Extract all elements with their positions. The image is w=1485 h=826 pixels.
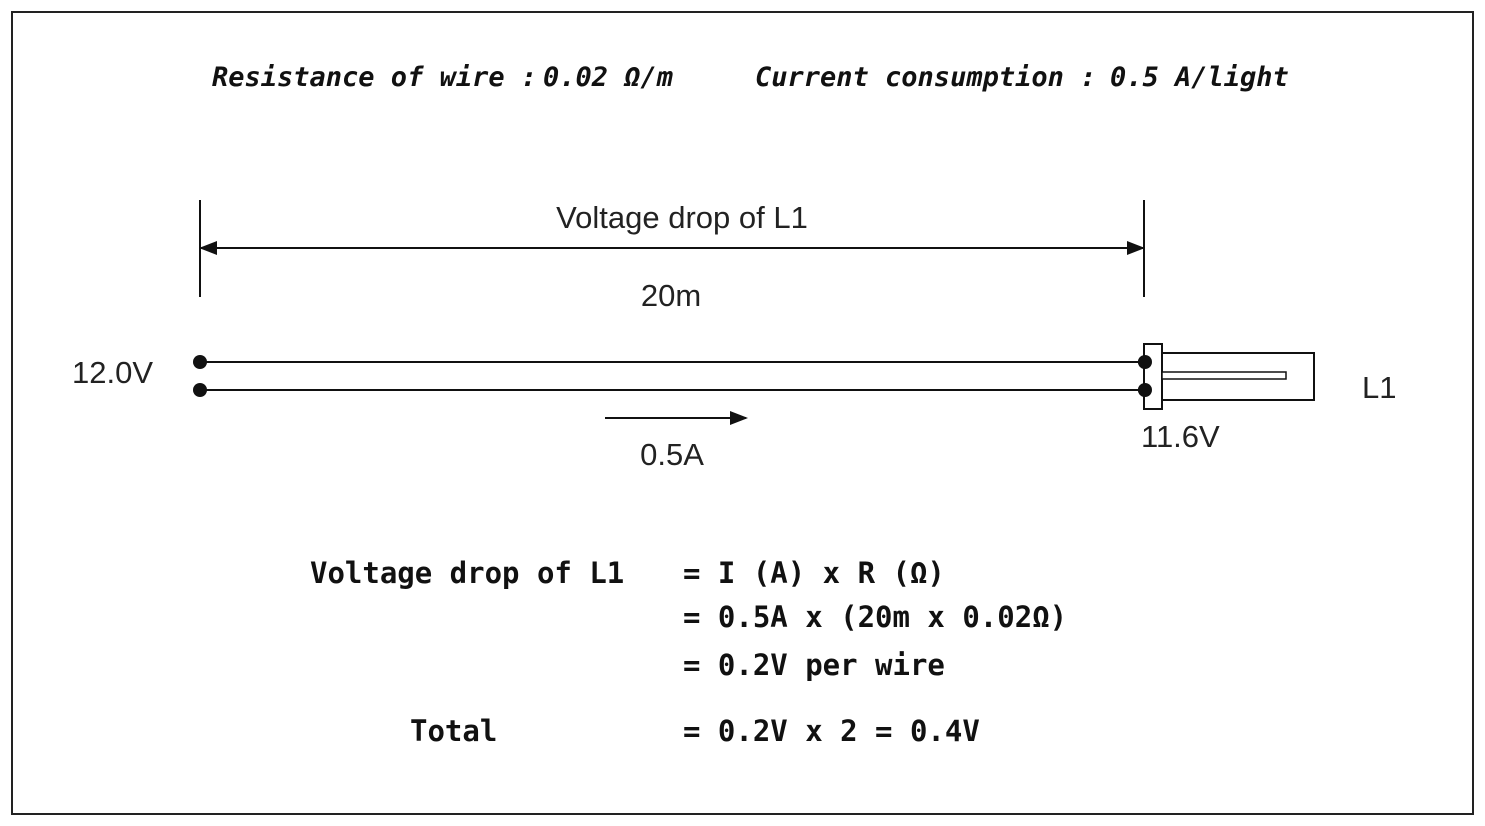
lamp-pin-top <box>1138 355 1152 369</box>
dimension-title: Voltage drop of L1 <box>556 200 808 235</box>
load-voltage-label: 11.6V <box>1141 419 1220 454</box>
calc-line-3: = 0.2V per wire <box>683 648 945 682</box>
calc-line-2: = 0.5A x (20m x 0.02Ω) <box>683 600 1067 634</box>
lamp-filament <box>1161 371 1287 380</box>
current-label: Current consumption : <box>755 62 1096 93</box>
resistance-value: 0.02 Ω/m <box>543 62 673 93</box>
load-label: L1 <box>1362 370 1396 405</box>
current-value: 0.5 A/light <box>1110 62 1289 93</box>
terminal-dot-bottom-left <box>193 383 207 397</box>
calc-title: Voltage drop of L1 <box>310 556 624 590</box>
lamp-socket <box>1143 343 1163 410</box>
resistance-label: Resistance of wire : <box>212 62 537 93</box>
calc-line-1: = I (A) x R (Ω) <box>683 556 945 590</box>
total-label: Total <box>410 714 497 748</box>
lamp-pin-bottom <box>1138 383 1152 397</box>
total-value: = 0.2V x 2 = 0.4V <box>683 714 980 748</box>
current-label: 0.5A <box>640 437 704 472</box>
terminal-dot-top-left <box>193 355 207 369</box>
length-label: 20m <box>641 278 701 313</box>
source-voltage-label: 12.0V <box>72 355 153 390</box>
